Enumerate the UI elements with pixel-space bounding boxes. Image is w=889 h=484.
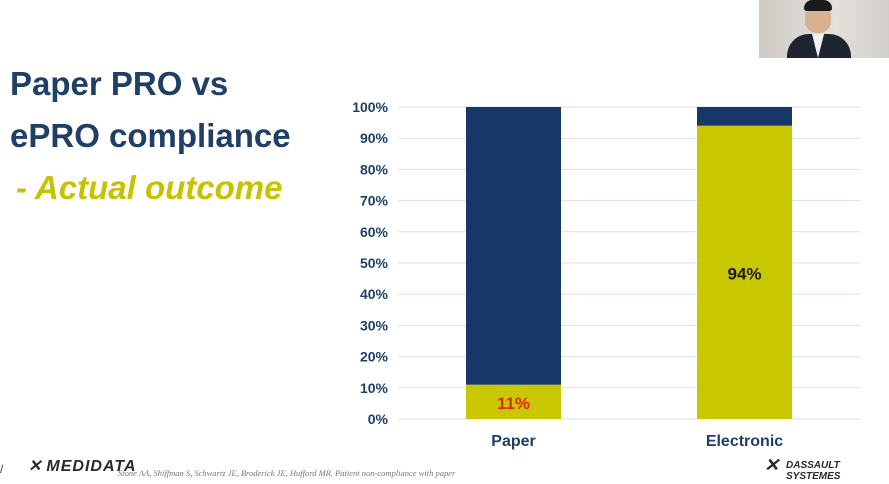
y-tick-label: 0%	[368, 411, 389, 427]
slide-title: Paper PRO vs ePRO compliance - Actual ou…	[10, 58, 291, 214]
x-category-label-paper: Paper	[491, 433, 535, 450]
y-tick-label: 90%	[360, 130, 389, 146]
y-tick-label: 80%	[360, 161, 389, 177]
citation-text: Stone AA, Shiffman S, Schwartz JE, Brode…	[118, 468, 456, 478]
medidata-logo: ✕ MEDIDATA	[28, 458, 137, 475]
slide-edge-mark: /	[0, 462, 4, 476]
dassault-logo-icon: ✕	[764, 455, 780, 475]
y-tick-label: 100%	[352, 99, 388, 115]
bar-electronic-segment-0	[697, 125, 792, 419]
title-line-2: ePRO compliance	[10, 117, 291, 154]
x-category-label-electronic: Electronic	[706, 433, 783, 450]
bar-paper-segment-0	[466, 384, 561, 419]
data-label-electronic: 94%	[727, 264, 761, 283]
y-tick-label: 20%	[360, 349, 389, 365]
y-tick-label: 50%	[360, 255, 389, 271]
y-tick-label: 70%	[360, 193, 389, 209]
y-tick-label: 10%	[360, 380, 389, 396]
title-line-1: Paper PRO vs	[10, 65, 229, 102]
y-tick-label: 30%	[360, 317, 389, 333]
data-label-paper: 11%	[497, 394, 530, 413]
medidata-logo-icon: ✕	[28, 458, 43, 475]
y-tick-label: 40%	[360, 286, 389, 302]
video-thumbnail	[759, 0, 889, 58]
stacked-bar-chart: 0% 10% 20% 30% 40% 50% 60% 70% 80% 90% 100% 11% Pape…	[352, 99, 860, 450]
subtitle: - Actual outcome	[16, 169, 283, 206]
bar-electronic-segment-1	[697, 107, 792, 126]
bar-paper-segment-1	[466, 107, 561, 385]
y-tick-label: 60%	[360, 224, 389, 240]
